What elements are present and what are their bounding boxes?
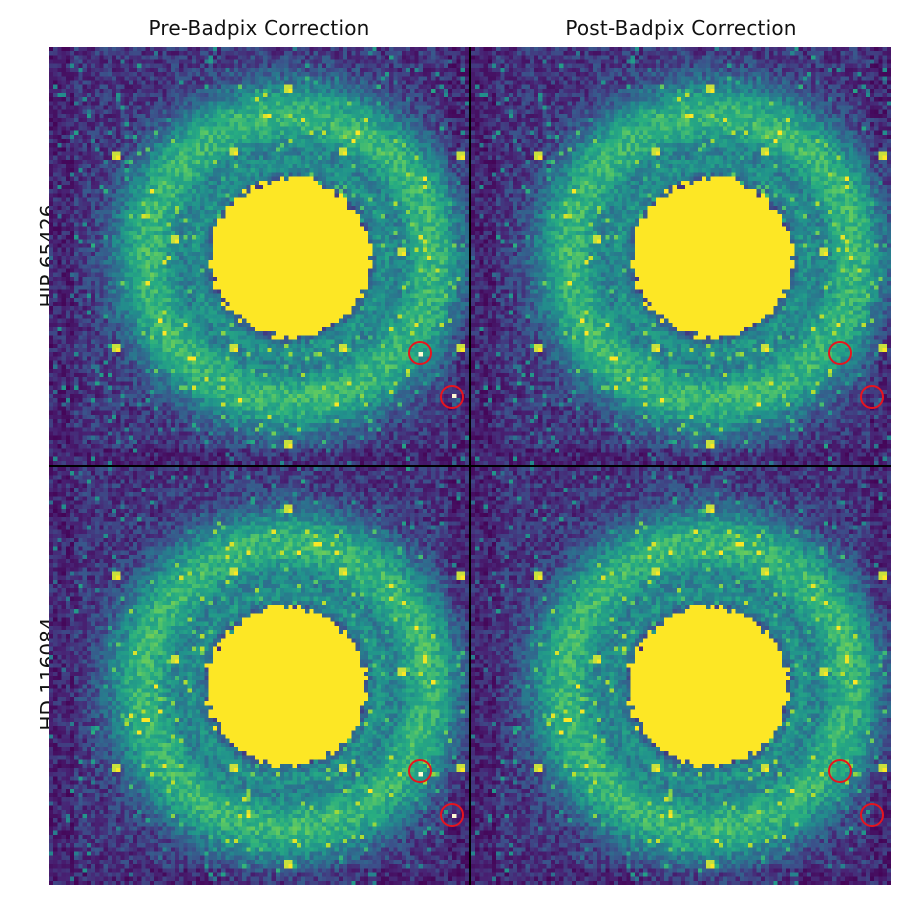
- panel-hip-65426-pre: [49, 47, 469, 465]
- image-hip-65426-pre: [49, 47, 469, 465]
- panel-hip-65426-post: [471, 47, 891, 465]
- column-title-pre: Pre-Badpix Correction: [148, 16, 370, 40]
- panel-hd-116084-pre: [49, 467, 469, 885]
- bad-pixel-marker: [828, 759, 852, 783]
- image-hd-116084-post: [471, 467, 891, 885]
- panel-hd-116084-post: [471, 467, 891, 885]
- bad-pixel-marker: [440, 803, 464, 827]
- bad-pixel-marker: [860, 803, 884, 827]
- bad-pixel-marker: [828, 341, 852, 365]
- image-hip-65426-post: [471, 47, 891, 465]
- image-hd-116084-pre: [49, 467, 469, 885]
- bad-pixel-marker: [408, 341, 432, 365]
- bad-pixel-marker: [860, 385, 884, 409]
- bad-pixel-marker: [408, 759, 432, 783]
- column-title-post: Post-Badpix Correction: [565, 16, 797, 40]
- bad-pixel-marker: [440, 385, 464, 409]
- image-grid: [49, 47, 891, 885]
